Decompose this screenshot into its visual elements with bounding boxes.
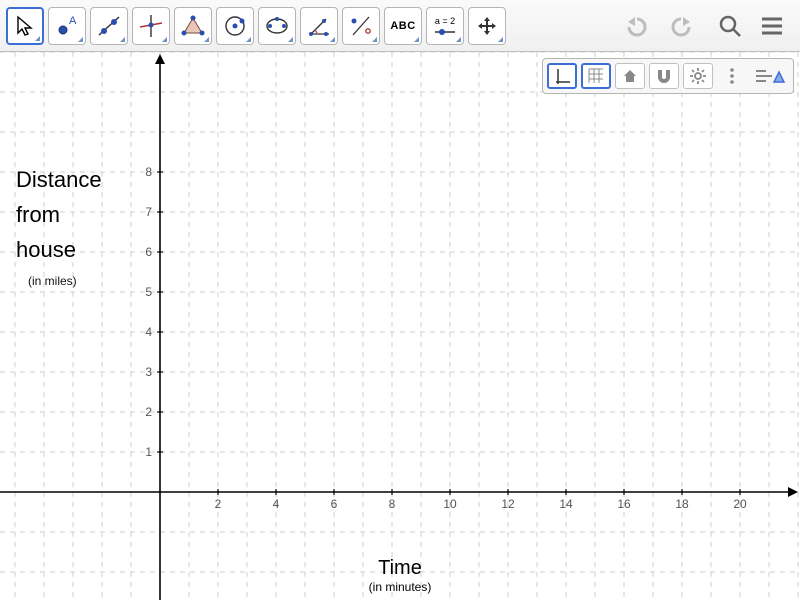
redo-button[interactable] [666,12,694,40]
move-tool[interactable] [6,7,44,45]
properties-icon [754,66,786,86]
settings[interactable] [683,63,713,89]
svg-text:2: 2 [145,405,152,419]
line-tool[interactable] [90,7,128,45]
graph-canvas[interactable]: 246810121416182012345678 Distance from h… [0,52,800,600]
polygon-tool[interactable] [174,7,212,45]
y-axis-title-line3: house [16,232,102,267]
svg-text:14: 14 [559,497,573,511]
perpendicular-icon [138,13,164,39]
gear-icon [689,67,707,85]
home-view[interactable] [615,63,645,89]
line-icon [96,13,122,39]
more[interactable] [717,63,747,89]
cursor-icon [14,15,36,37]
svg-text:3: 3 [145,365,152,379]
svg-text:18: 18 [675,497,689,511]
angle-tool[interactable] [300,7,338,45]
undo-button[interactable] [624,12,652,40]
search-icon [717,13,743,39]
svg-text:5: 5 [145,285,152,299]
text-tool-label: ABC [390,20,415,32]
svg-text:12: 12 [501,497,515,511]
perpendicular-tool[interactable] [132,7,170,45]
angle-icon [306,13,332,39]
main-toolbar: A ABC a = 2 [0,0,800,52]
y-axis-title: Distance from house (in miles) [16,162,102,291]
ellipse-icon [264,13,290,39]
menu-icon [760,16,784,36]
svg-text:8: 8 [145,165,152,179]
x-axis-title: Time (in minutes) [0,557,800,594]
graph-svg: 246810121416182012345678 [0,52,800,600]
right-controls [624,12,794,40]
y-axis-subtitle: (in miles) [28,272,102,291]
reflect-icon [348,13,374,39]
home-icon [622,68,638,84]
slider-tool[interactable]: a = 2 [426,7,464,45]
svg-text:8: 8 [389,497,396,511]
svg-text:6: 6 [145,245,152,259]
svg-text:10: 10 [443,497,457,511]
svg-text:A: A [69,15,77,27]
redo-icon [667,15,693,37]
svg-text:1: 1 [145,445,152,459]
axes-toggle[interactable] [547,63,577,89]
svg-text:20: 20 [733,497,747,511]
pan-icon [476,15,498,37]
circle-three-tool[interactable] [258,7,296,45]
grid-icon [587,67,605,85]
slider-icon: a = 2 [433,16,457,36]
tool-group: A ABC a = 2 [6,7,506,45]
search-button[interactable] [716,12,744,40]
menu-button[interactable] [758,12,786,40]
snap-toggle[interactable] [649,63,679,89]
svg-text:4: 4 [273,497,280,511]
text-tool[interactable]: ABC [384,7,422,45]
circle-center-tool[interactable] [216,7,254,45]
reflect-tool[interactable] [342,7,380,45]
svg-text:6: 6 [331,497,338,511]
svg-text:4: 4 [145,325,152,339]
move-view-tool[interactable] [468,7,506,45]
y-axis-title-line1: Distance [16,162,102,197]
axes-icon [553,67,571,85]
x-axis-subtitle: (in minutes) [0,580,800,594]
more-icon [728,67,736,85]
svg-text:2: 2 [215,497,222,511]
svg-text:16: 16 [617,497,631,511]
grid-toggle[interactable] [581,63,611,89]
magnet-icon [655,68,673,84]
point-tool[interactable]: A [48,7,86,45]
view-options-panel [542,58,794,94]
polygon-icon [180,13,206,39]
object-properties[interactable] [751,63,789,89]
undo-icon [625,15,651,37]
point-icon: A [55,14,79,38]
circle-center-icon [222,13,248,39]
svg-text:7: 7 [145,205,152,219]
x-axis-title-text: Time [378,557,422,579]
y-axis-title-line2: from [16,197,102,232]
